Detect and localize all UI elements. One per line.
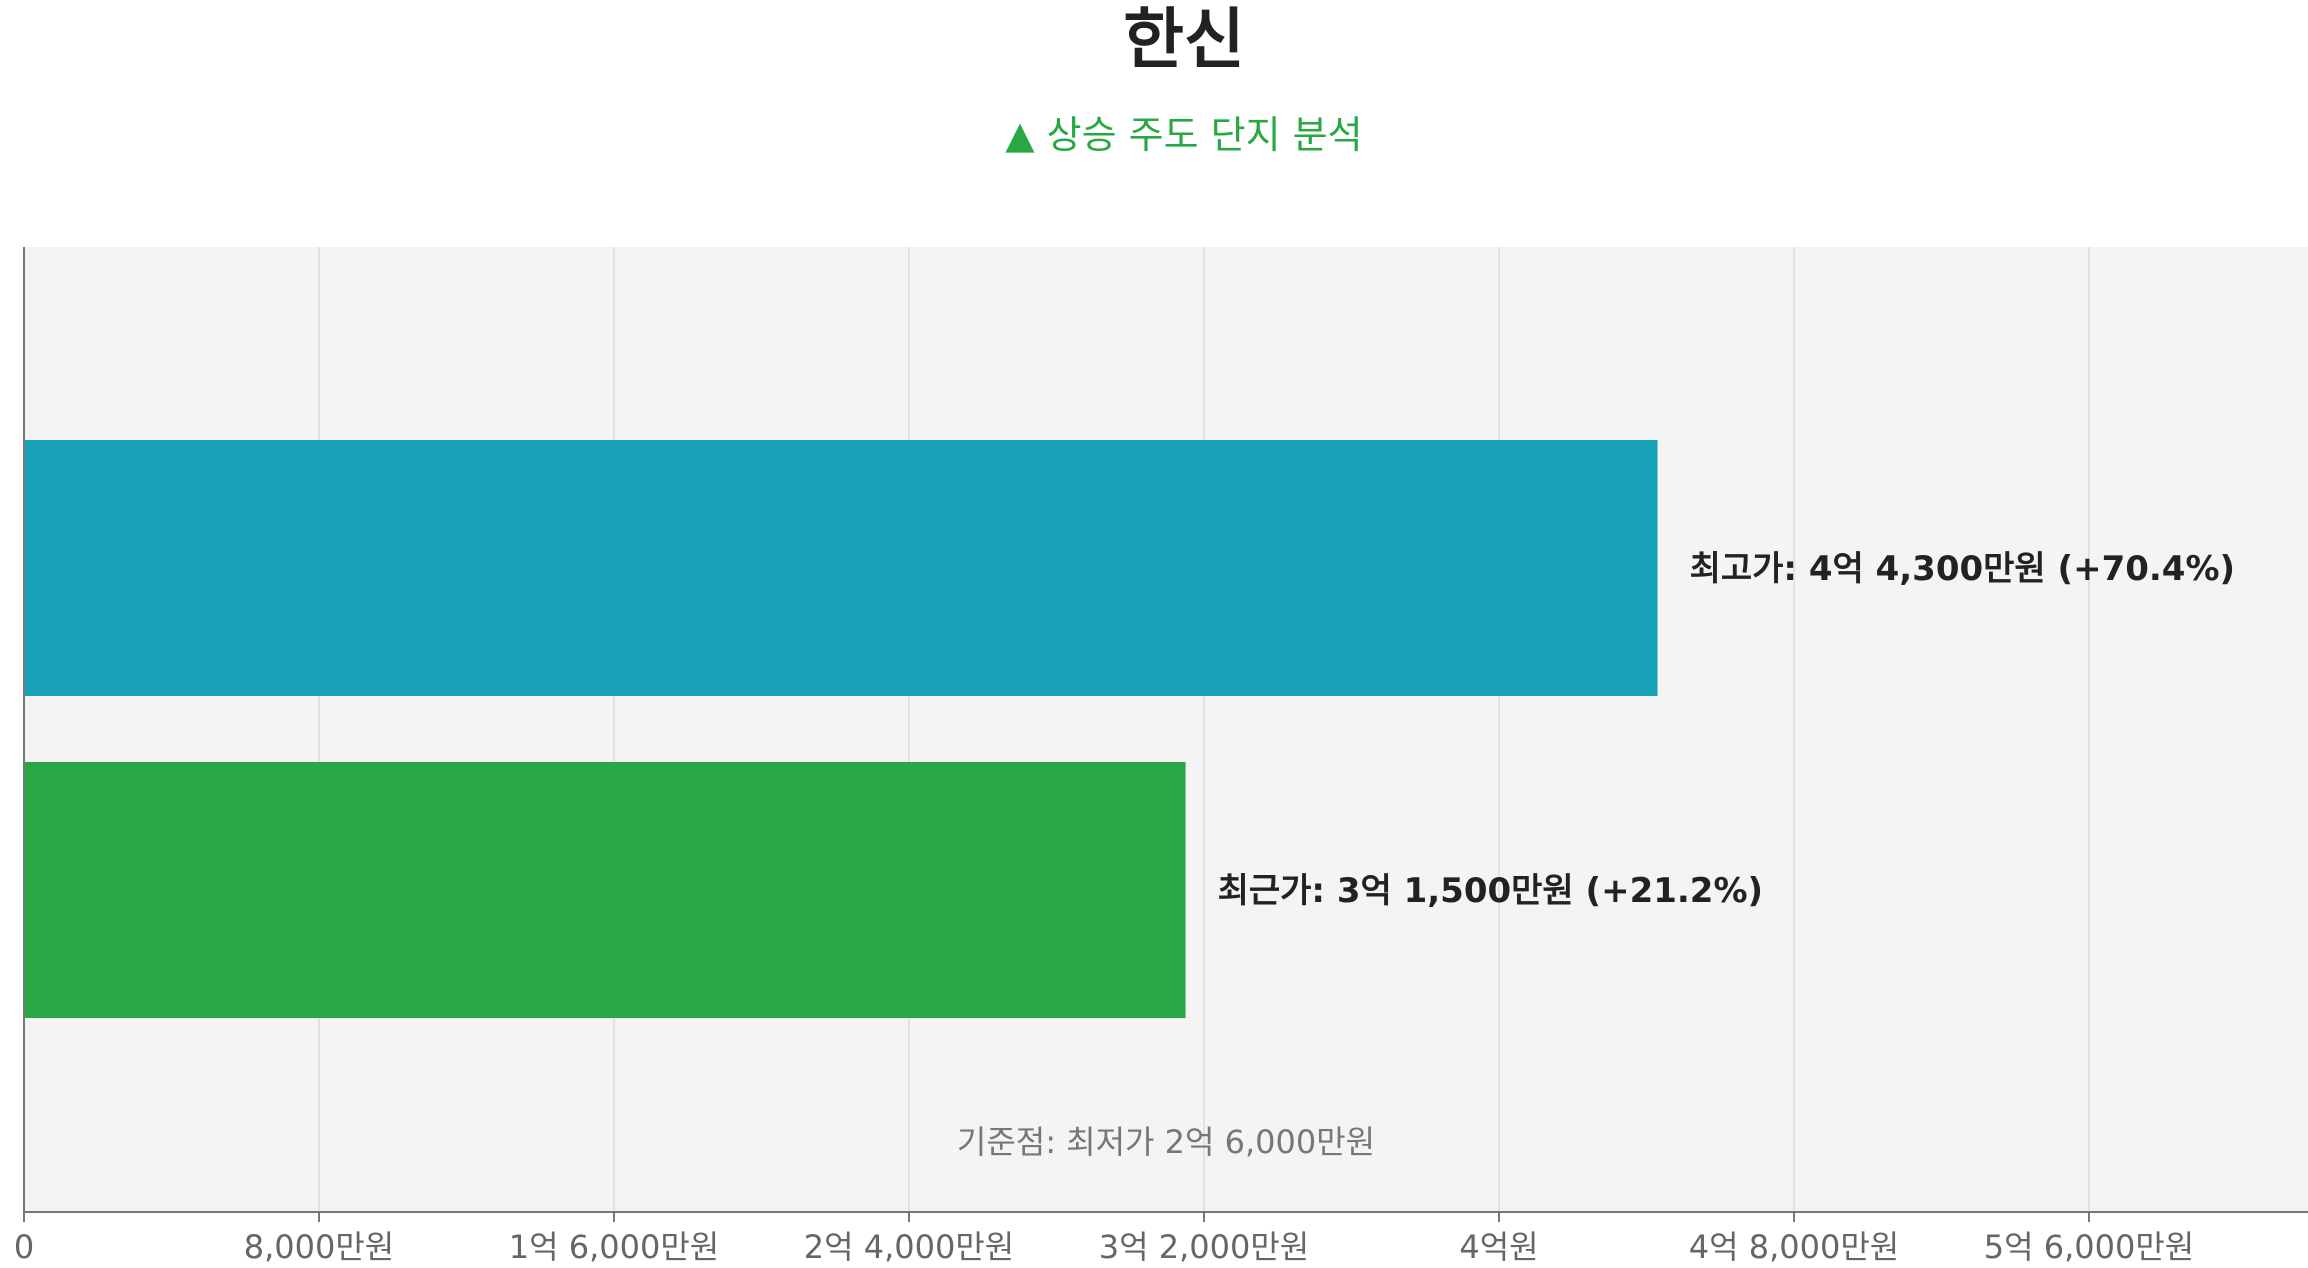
bar-label-peak-price: 최고가: 4억 4,300만원 (+70.4%)	[1690, 549, 2236, 589]
x-axis-ticks: 0 8,000만원 1억 6,000만원 2억 4,000만원 3억 2,000만원 4억…	[14, 1212, 2194, 1266]
x-tick-label: 8,000만원	[244, 1228, 395, 1266]
x-tick-label: 2억 4,000만원	[804, 1228, 1014, 1266]
bar-peak-price	[24, 440, 1658, 696]
x-tick-label: 3억 2,000만원	[1099, 1228, 1309, 1266]
x-tick-label: 4억 8,000만원	[1689, 1228, 1899, 1266]
bar-label-recent-price: 최근가: 3억 1,500만원 (+21.2%)	[1218, 871, 1764, 911]
x-tick-label: 5억 6,000만원	[1984, 1228, 2194, 1266]
grid-lines	[318, 247, 2090, 1212]
chart-title: 한신	[1123, 1, 1244, 78]
bar-labels: 최고가: 4억 4,300만원 (+70.4%) 최근가: 3억 1,500만원 …	[1218, 549, 2236, 911]
plot-area	[24, 247, 2308, 1212]
x-tick-label: 1억 6,000만원	[509, 1228, 719, 1266]
x-tick-label: 0	[14, 1228, 34, 1266]
bars	[24, 440, 1658, 1018]
chart-subtitle: ▲ 상승 주도 단지 분석	[1005, 113, 1362, 157]
bar-recent-price	[24, 762, 1186, 1018]
baseline-annotation: 기준점: 최저가 2억 6,000만원	[957, 1123, 1375, 1161]
x-tick-label: 4억원	[1459, 1228, 1538, 1266]
